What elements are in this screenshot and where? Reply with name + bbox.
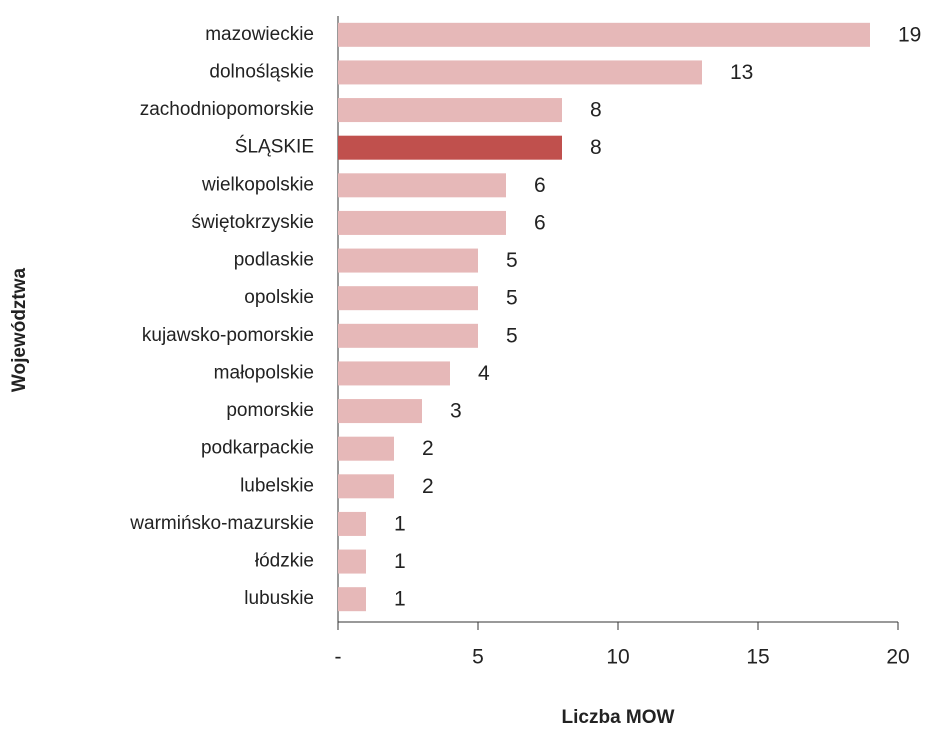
value-label: 4 bbox=[478, 362, 490, 385]
y-tick-label: lubelskie bbox=[240, 475, 314, 496]
bar bbox=[338, 549, 366, 574]
y-tick-label: podlaskie bbox=[234, 250, 314, 271]
value-label: 8 bbox=[590, 99, 602, 122]
bar bbox=[338, 248, 478, 273]
bar bbox=[338, 436, 394, 461]
x-tick-label: 5 bbox=[472, 646, 484, 669]
x-tick-label: - bbox=[335, 646, 342, 669]
value-label: 19 bbox=[898, 23, 921, 46]
value-label: 2 bbox=[422, 437, 434, 460]
y-tick-label: warmińsko-mazurskie bbox=[129, 513, 314, 534]
bar bbox=[338, 173, 506, 198]
value-label: 8 bbox=[590, 136, 602, 159]
y-tick-label: lubuskie bbox=[244, 588, 314, 609]
value-label: 6 bbox=[534, 174, 546, 197]
x-tick-label: 20 bbox=[886, 646, 909, 669]
bar bbox=[338, 587, 366, 612]
value-label: 5 bbox=[506, 287, 518, 310]
bar bbox=[338, 286, 478, 311]
value-label: 5 bbox=[506, 324, 518, 347]
bar bbox=[338, 474, 394, 499]
y-tick-label: łódzkie bbox=[255, 551, 314, 572]
y-axis-title: Województwa bbox=[9, 267, 30, 392]
value-label: 13 bbox=[730, 61, 753, 84]
bar bbox=[338, 511, 366, 536]
bar bbox=[338, 361, 450, 386]
value-label: 5 bbox=[506, 249, 518, 272]
y-tick-label: wielkopolskie bbox=[201, 174, 314, 195]
y-tick-label: zachodniopomorskie bbox=[140, 99, 314, 120]
y-tick-label: ŚLĄSKIE bbox=[235, 136, 314, 158]
y-tick-label: dolnośląskie bbox=[209, 61, 314, 82]
y-tick-label: świętokrzyskie bbox=[192, 212, 314, 233]
y-tick-label: mazowieckie bbox=[205, 24, 314, 45]
y-tick-label: pomorskie bbox=[226, 400, 314, 421]
x-tick-label: 10 bbox=[606, 646, 629, 669]
bar bbox=[338, 399, 422, 424]
bar bbox=[338, 210, 506, 235]
value-label: 1 bbox=[394, 550, 406, 573]
bar bbox=[338, 135, 562, 160]
y-tick-label: małopolskie bbox=[214, 362, 314, 383]
value-label: 3 bbox=[450, 400, 462, 423]
bar bbox=[338, 60, 702, 85]
value-label: 1 bbox=[394, 512, 406, 535]
value-label: 2 bbox=[422, 475, 434, 498]
value-label: 1 bbox=[394, 588, 406, 611]
y-tick-label: podkarpackie bbox=[201, 438, 314, 459]
bar bbox=[338, 323, 478, 348]
bar bbox=[338, 22, 870, 47]
value-label: 6 bbox=[534, 211, 546, 234]
bar bbox=[338, 98, 562, 123]
y-tick-label: opolskie bbox=[244, 287, 314, 308]
x-tick-label: 15 bbox=[746, 646, 769, 669]
x-axis-title: Liczba MOW bbox=[562, 707, 675, 728]
y-tick-label: kujawsko-pomorskie bbox=[142, 325, 314, 346]
